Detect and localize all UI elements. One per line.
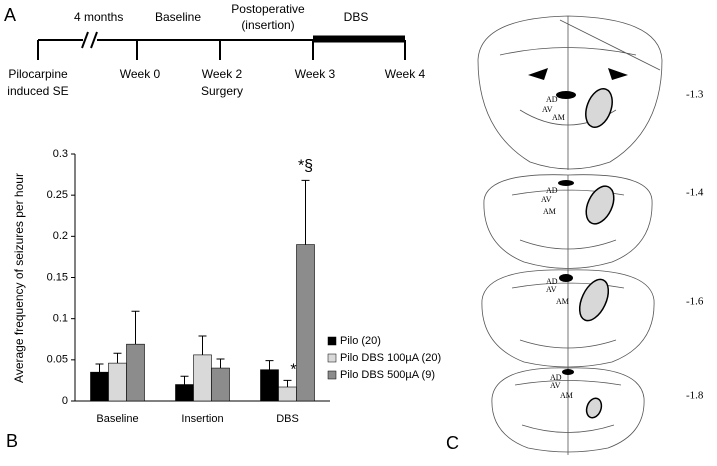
x-tick-label: DBS <box>276 413 299 425</box>
brain-sections <box>477 15 663 455</box>
time-label: Week 2 <box>202 67 243 81</box>
time-label: Week 4 <box>385 67 426 81</box>
region-label: AM <box>556 297 569 306</box>
timeline-ticks <box>37 40 406 60</box>
y-tick-label: 0.25 <box>47 189 68 201</box>
y-tick-label: 0.15 <box>47 271 68 283</box>
bar <box>260 369 279 402</box>
y-tick-label: 0.3 <box>53 148 68 160</box>
error-bar <box>131 310 140 345</box>
period-label: 4 months <box>74 10 123 24</box>
bar <box>278 386 297 402</box>
error-bar <box>216 358 225 369</box>
legend-label: Pilo DBS 500µA (9) <box>340 369 435 381</box>
error-bar <box>198 335 207 355</box>
y-axis-title: Average frequency of seizures per hour <box>12 173 26 383</box>
panel-b: B Average frequency of seizures per hour… <box>6 148 441 451</box>
bar <box>296 244 315 402</box>
region-label: AM <box>552 113 565 122</box>
region-label: AV <box>546 285 557 294</box>
bar <box>90 371 109 402</box>
level-label: -1.6 <box>686 296 704 308</box>
annotation: * <box>290 362 296 379</box>
legend-swatch <box>327 336 337 346</box>
panel-a: A 4 months Baseline Postoperative (inser… <box>4 2 426 98</box>
period-label: Baseline <box>155 10 201 24</box>
bar <box>126 343 145 402</box>
y-tick-label: 0 <box>62 395 68 407</box>
level-label: -1.3 <box>686 89 704 101</box>
bar <box>193 354 212 402</box>
y-tick-label: 0.2 <box>53 230 68 242</box>
bar <box>175 384 194 402</box>
level-label: -1.8 <box>686 390 704 402</box>
error-bar <box>301 179 310 245</box>
period-label: (insertion) <box>241 18 294 32</box>
error-bar <box>113 352 122 364</box>
time-label: Week 3 <box>295 67 336 81</box>
region-label: AV <box>550 381 561 390</box>
y-tick-label: 0.1 <box>53 313 68 325</box>
region-label: AD <box>550 373 562 382</box>
bar <box>108 362 127 402</box>
region-label: AV <box>541 195 552 204</box>
error-bar <box>180 375 189 385</box>
electrode-target <box>578 88 615 419</box>
x-tick-label: Baseline <box>96 413 138 425</box>
time-label: Surgery <box>201 84 243 98</box>
error-bar <box>95 363 104 373</box>
error-bar <box>283 379 292 388</box>
break-mark <box>81 31 98 49</box>
region-label: AM <box>560 391 573 400</box>
panel-label: A <box>4 5 16 25</box>
region-label: AV <box>542 105 553 114</box>
period-label: Postoperative <box>231 2 305 16</box>
region-label: AD <box>546 186 558 195</box>
region-label: AM <box>543 207 556 216</box>
legend-label: Pilo (20) <box>340 335 381 347</box>
legend-label: Pilo DBS 100µA (20) <box>340 352 441 364</box>
time-label: Week 0 <box>120 67 161 81</box>
panel-label: C <box>446 433 459 453</box>
panel-c: C AD AV AM AD AV AM AD AV AM AD AV AM -1… <box>446 15 704 455</box>
time-label: Pilocarpine <box>8 67 68 81</box>
region-label: AD <box>546 277 558 286</box>
error-bar <box>265 360 274 370</box>
panel-label: B <box>6 431 18 451</box>
legend-swatch <box>327 370 337 380</box>
level-label: -1.4 <box>686 187 704 199</box>
time-label: induced SE <box>7 84 68 98</box>
y-tick-label: 0.05 <box>47 354 68 366</box>
bar <box>211 367 230 402</box>
period-label: DBS <box>344 10 369 24</box>
region-label: AD <box>546 95 558 104</box>
annotation: *§ <box>298 158 313 175</box>
x-tick-label: Insertion <box>181 413 223 425</box>
ventricles <box>528 68 628 375</box>
legend-swatch <box>327 353 337 363</box>
